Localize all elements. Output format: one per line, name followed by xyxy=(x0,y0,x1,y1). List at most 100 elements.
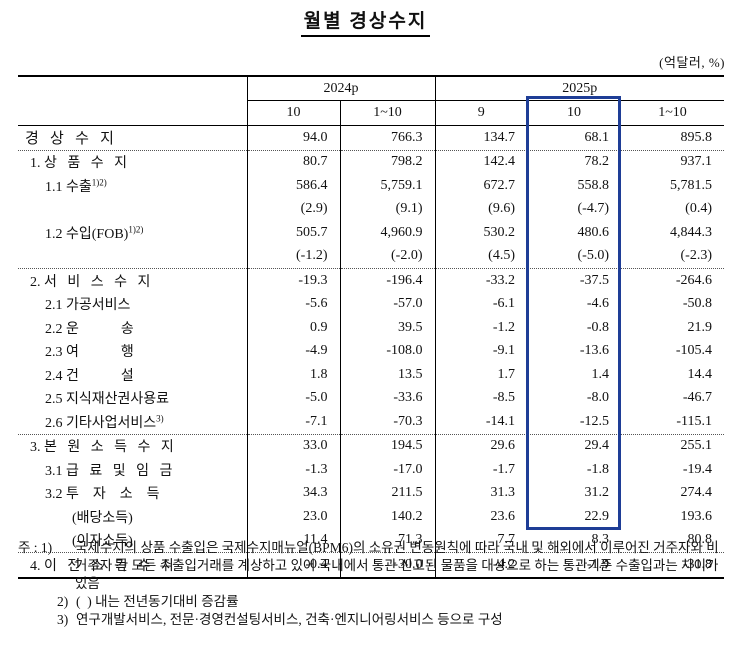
value-cell: 193.6 xyxy=(680,508,713,524)
table-row: 3.1 급 료 및 임 금 -1.3 -17.0 -1.7 -1.8 -19.4 xyxy=(18,458,724,482)
current-account-table: 2024p 2025p 10 1~10 9 10 1~10 경 상 수 지 94.0 766… xyxy=(18,75,724,579)
row-label: 2. 서 비 스 수 지 xyxy=(18,268,248,293)
col-header: 10 xyxy=(527,100,621,126)
value-cell: 33.0 xyxy=(247,433,341,458)
value-cell: 23.0 xyxy=(247,505,341,529)
value-cell: 13.5 xyxy=(340,363,436,387)
value-cell: -5.0 xyxy=(247,386,341,410)
row-label: 4. 이 전 소 득 수 지 xyxy=(18,552,248,578)
row-label-text: 4. 이 전 소 득 수 지 xyxy=(30,558,174,574)
value-cell: -46.7 xyxy=(682,390,712,406)
table-row: 경 상 수 지 94.0 766.3 134.7 68.1 895.8 xyxy=(18,125,724,150)
value-cell: 34.3 xyxy=(247,481,341,505)
table-row: 1.1 수출1)2) 586.4 5,759.1 672.7 558.8 5,781.5 xyxy=(18,174,724,198)
value-cell: -0.4 xyxy=(247,552,341,578)
row-label-text: 1.2 수입(FOB) xyxy=(45,226,129,242)
table-row: 2.6 기타사업서비스3) -7.1 -70.3 -14.1 -12.5 -115.1 xyxy=(18,410,724,434)
col-header: 10 xyxy=(247,100,341,126)
value-cell: 4,844.3 xyxy=(670,224,712,240)
row-label-text: 1. 상 품 수 지 xyxy=(30,156,128,172)
value-cell: -57.0 xyxy=(340,292,436,316)
header-group-row: 2024p 2025p xyxy=(18,76,724,126)
table-row: 3. 본 원 소 득 수 지 33.0 194.5 29.6 29.4 255.1 xyxy=(18,433,724,458)
page-title: 월별 경상수지 xyxy=(300,6,431,37)
row-label: 2.3 여 행 xyxy=(18,339,248,363)
value-cell: -50.8 xyxy=(682,296,712,312)
footnote-ref: 3) xyxy=(156,413,164,424)
row-label-text: 2.2 운 송 xyxy=(45,321,134,337)
footnote-3: 3) 연구개발서비스, 전문·경영컨설팅서비스, 건축·엔지니어링서비스 등으로… xyxy=(57,611,726,629)
row-label: 2.1 가공서비스 xyxy=(18,292,248,316)
value-cell: -31.8 xyxy=(621,552,724,578)
value-cell: 4,960.9 xyxy=(340,221,436,245)
table-row: (-1.2) (-2.0) (4.5) (-5.0) (-2.3) xyxy=(18,244,724,269)
row-label-text: 경 상 수 지 xyxy=(25,131,114,148)
value-cell: -1.9 xyxy=(527,552,621,578)
table-body: 경 상 수 지 94.0 766.3 134.7 68.1 895.8 1. 상 품 수 지… xyxy=(18,125,724,578)
row-label-text: (이자소득) xyxy=(72,534,133,550)
value-cell: -8.5 xyxy=(492,390,515,406)
value-cell: 1.7 xyxy=(497,366,516,382)
row-label-text: 3.2 투 자 소 득 xyxy=(45,487,160,503)
row-label-text: 1.1 수출 xyxy=(45,179,92,195)
footnotes: 주 : 1) 국제수지의 상품 수출입은 국제수지매뉴얼(BPM6)의 소유권 … xyxy=(18,539,726,629)
value-cell: -4.2 xyxy=(435,552,527,578)
table-row: 4. 이 전 소 득 수 지 -0.4 -30.0 -4.2 -1.9 -31.8 xyxy=(18,552,724,578)
value-cell: -19.3 xyxy=(247,268,341,293)
value-cell: 29.6 xyxy=(435,433,527,458)
value-cell: 80.7 xyxy=(247,149,341,174)
value-cell: 68.1 xyxy=(584,129,610,145)
value-cell: 255.1 xyxy=(621,433,724,458)
value-cell: -0.8 xyxy=(586,319,609,335)
title-row: 월별 경상수지 xyxy=(0,6,731,37)
table-row: 3.2 투 자 소 득 34.3 211.5 31.3 31.2 274.4 xyxy=(18,481,724,505)
value-cell: -7.1 xyxy=(247,410,341,434)
value-cell: 134.7 xyxy=(483,129,516,145)
row-label: 2.4 건 설 xyxy=(18,363,248,387)
value-cell: -4.6 xyxy=(586,296,609,312)
col-header: 1~10 xyxy=(621,100,724,126)
value-cell: 1.4 xyxy=(591,366,610,382)
value-cell: -37.5 xyxy=(527,268,621,293)
value-cell: 11.4 xyxy=(247,528,341,553)
row-label xyxy=(18,197,248,221)
footnote-ref: 1)2) xyxy=(128,224,144,235)
unit-label: (억달러, %) xyxy=(659,55,725,70)
value-cell: 5,781.5 xyxy=(670,177,712,193)
value-cell: -196.4 xyxy=(340,268,436,293)
value-cell: 140.2 xyxy=(340,505,436,529)
row-label-text: 2.1 가공서비스 xyxy=(45,298,131,314)
value-cell: (9.1) xyxy=(340,197,436,221)
value-cell: 766.3 xyxy=(340,125,436,150)
col-header: 1~10 xyxy=(340,100,436,126)
value-cell: -9.1 xyxy=(492,343,515,359)
table-row: 1.2 수입(FOB)1)2) 505.7 4,960.9 530.2 480.6 4,8… xyxy=(18,221,724,245)
row-label-text: 3.1 급 료 및 임 금 xyxy=(45,463,173,479)
value-cell: 142.4 xyxy=(435,149,527,174)
value-cell: 274.4 xyxy=(680,485,713,501)
value-cell: 8.3 xyxy=(591,532,610,548)
value-cell: 194.5 xyxy=(340,433,436,458)
value-cell: -1.8 xyxy=(586,461,609,477)
header-empty-cell xyxy=(18,76,248,126)
row-label: 3.2 투 자 소 득 xyxy=(18,481,248,505)
value-cell: 1.8 xyxy=(247,363,341,387)
row-label: 1. 상 품 수 지 xyxy=(18,149,248,174)
footnote-1: 주 : 1) 국제수지의 상품 수출입은 국제수지매뉴얼(BPM6)의 소유권 … xyxy=(18,539,726,593)
value-cell: -33.6 xyxy=(340,386,436,410)
footnote-2-prefix: 2) xyxy=(57,594,69,609)
value-cell: 937.1 xyxy=(621,149,724,174)
value-cell: 798.2 xyxy=(340,149,436,174)
table-row: (이자소득) 11.4 71.3 7.7 8.3 80.8 xyxy=(18,528,724,553)
value-cell: -17.0 xyxy=(340,458,436,482)
row-label-text: 2.3 여 행 xyxy=(45,345,134,361)
row-label: 1.2 수입(FOB)1)2) xyxy=(18,221,248,245)
value-cell: 29.4 xyxy=(527,433,621,458)
value-cell: -1.3 xyxy=(247,458,341,482)
value-cell: -4.9 xyxy=(247,339,341,363)
value-cell: -264.6 xyxy=(621,268,724,293)
table-row: 2.2 운 송 0.9 39.5 -1.2 -0.8 21.9 xyxy=(18,316,724,340)
row-label-text: 2.5 지식재산권사용료 xyxy=(45,392,170,408)
row-label: 1.1 수출1)2) xyxy=(18,174,248,198)
row-label-text: 3. 본 원 소 득 수 지 xyxy=(30,440,174,456)
